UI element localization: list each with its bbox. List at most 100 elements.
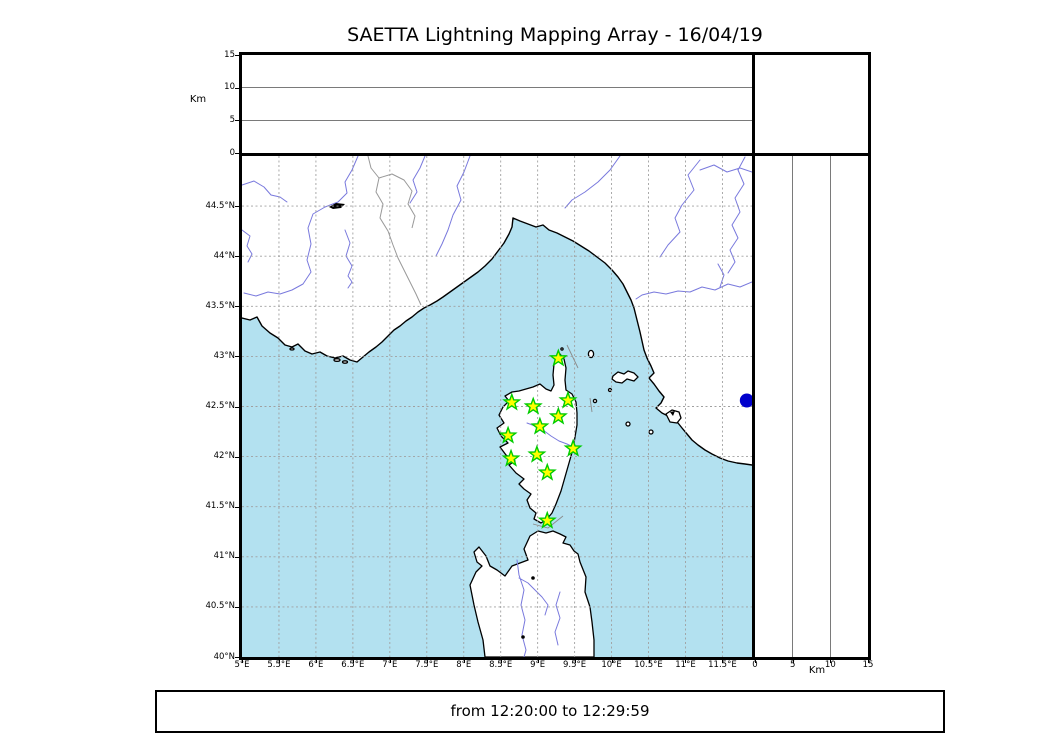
lma-station-marker bbox=[563, 438, 583, 457]
lat-tick-mark bbox=[235, 456, 239, 458]
altitude-axis-label-top: Km bbox=[189, 94, 207, 105]
lma-station-marker bbox=[548, 348, 568, 367]
alt-tick-label-top-panel: 15 bbox=[224, 49, 235, 60]
lon-tick-mark bbox=[685, 660, 687, 663]
lon-tick-mark bbox=[278, 660, 280, 663]
lat-tick-label: 44°N bbox=[213, 250, 235, 261]
lon-tick-mark bbox=[352, 660, 354, 663]
alt-tick-mark-top-panel bbox=[235, 55, 239, 56]
lat-tick-label: 40°N bbox=[213, 651, 235, 662]
lat-tick-label: 43°N bbox=[213, 350, 235, 361]
lma-stations-layer bbox=[498, 348, 583, 529]
lon-tick-mark bbox=[722, 660, 724, 663]
lon-tick-label: 5.5°E bbox=[267, 660, 291, 670]
alt-tick-label-top-panel: 10 bbox=[224, 82, 235, 93]
lma-station-marker bbox=[537, 462, 557, 481]
figure-title: SAETTA Lightning Mapping Array - 16/04/1… bbox=[347, 24, 763, 46]
lma-station-marker bbox=[558, 390, 578, 409]
lon-tick-mark bbox=[463, 660, 465, 663]
map-graticule bbox=[242, 156, 752, 657]
alt-tick-label-right-panel: 10 bbox=[824, 660, 836, 670]
hyeres-islands bbox=[333, 358, 341, 362]
lat-tick-mark bbox=[235, 556, 239, 558]
lightning-source-layer bbox=[739, 393, 752, 408]
lightning-source-dot bbox=[739, 393, 752, 408]
altitude-longitude-panel bbox=[239, 52, 755, 156]
mainland-coastline bbox=[242, 217, 752, 466]
pianosa-island bbox=[592, 398, 598, 404]
altitude-axis-label-right: Km bbox=[808, 665, 826, 676]
capraia-island bbox=[587, 349, 595, 359]
lon-tick-mark bbox=[315, 660, 317, 663]
giglio-island bbox=[648, 429, 654, 435]
lon-tick-mark bbox=[648, 660, 650, 663]
lma-station-marker bbox=[523, 396, 543, 415]
map-canvas bbox=[242, 156, 752, 657]
altitude-gridline-10km bbox=[830, 156, 831, 657]
islet bbox=[607, 387, 613, 393]
lat-tick-label: 43.5°N bbox=[205, 300, 235, 311]
corsica-island bbox=[496, 353, 578, 524]
lma-station-marker bbox=[501, 448, 521, 467]
lon-tick-label: 11.5°E bbox=[708, 660, 737, 670]
lat-tick-mark bbox=[235, 606, 239, 608]
alt-tick-label-top-panel: 0 bbox=[229, 147, 235, 158]
alt-tick-label-right-panel: 0 bbox=[752, 660, 758, 670]
lat-tick-mark bbox=[235, 256, 239, 258]
lon-tick-label: 11°E bbox=[675, 660, 696, 670]
alt-tick-mark-top-panel bbox=[235, 120, 239, 122]
lon-tick-mark bbox=[242, 660, 243, 663]
alt-tick-mark-top-panel bbox=[235, 153, 239, 154]
lat-tick-mark bbox=[235, 306, 239, 308]
lat-tick-label: 41°N bbox=[213, 551, 235, 562]
alt-tick-mark-right-panel bbox=[755, 660, 756, 663]
time-range-label: from 12:20:00 to 12:29:59 bbox=[450, 702, 650, 720]
lon-tick-mark bbox=[389, 660, 391, 663]
altitude-gridline-10km bbox=[242, 87, 752, 88]
lon-tick-mark bbox=[611, 660, 613, 663]
alt-tick-mark-right-panel bbox=[830, 660, 832, 663]
altitude-gridline-5km bbox=[792, 156, 793, 657]
alt-tick-label-top-panel: 5 bbox=[229, 114, 235, 125]
altitude-histogram-panel bbox=[752, 52, 871, 156]
alt-tick-mark-top-panel bbox=[235, 87, 239, 89]
lma-station-marker bbox=[527, 444, 547, 463]
giraglia-islet bbox=[560, 347, 564, 351]
rivers bbox=[242, 156, 752, 657]
lon-tick-mark bbox=[426, 660, 428, 663]
lat-tick-mark bbox=[235, 206, 239, 208]
sardinia-lake bbox=[531, 576, 535, 580]
mainland-landmass bbox=[242, 156, 752, 465]
map-panel bbox=[239, 153, 755, 660]
lon-tick-mark bbox=[574, 660, 576, 663]
lma-station-marker bbox=[548, 406, 568, 425]
lon-tick-label: 10.5°E bbox=[634, 660, 663, 670]
lon-tick-label: 5°E bbox=[234, 660, 250, 670]
time-range-box: from 12:20:00 to 12:29:59 bbox=[155, 690, 945, 733]
lma-station-marker bbox=[502, 392, 522, 411]
elba-island bbox=[611, 370, 639, 384]
lon-tick-label: 9.5°E bbox=[563, 660, 587, 670]
altitude-gridline-5km bbox=[242, 120, 752, 121]
lat-tick-label: 42°N bbox=[213, 451, 235, 462]
lat-tick-mark bbox=[235, 506, 239, 508]
alt-tick-mark-right-panel bbox=[792, 660, 794, 663]
lat-tick-label: 41.5°N bbox=[205, 501, 235, 512]
lon-tick-label: 9°E bbox=[530, 660, 546, 670]
country-border bbox=[367, 156, 422, 306]
lon-tick-mark bbox=[537, 660, 539, 663]
lat-tick-mark bbox=[235, 356, 239, 358]
lon-tick-label: 10°E bbox=[601, 660, 622, 670]
lat-tick-label: 42.5°N bbox=[205, 401, 235, 411]
alt-tick-label-right-panel: 15 bbox=[862, 660, 874, 670]
altitude-latitude-panel bbox=[752, 153, 871, 660]
montecristo-island bbox=[625, 421, 631, 427]
hyeres-islands bbox=[341, 360, 349, 364]
lon-tick-label: 8°E bbox=[456, 660, 472, 670]
lat-tick-mark bbox=[235, 406, 239, 408]
alt-tick-label-right-panel: 5 bbox=[789, 660, 796, 670]
lon-tick-label: 6.5°E bbox=[341, 660, 365, 670]
lat-tick-label: 44.5°N bbox=[205, 200, 235, 211]
lon-tick-label: 7°E bbox=[382, 660, 398, 670]
